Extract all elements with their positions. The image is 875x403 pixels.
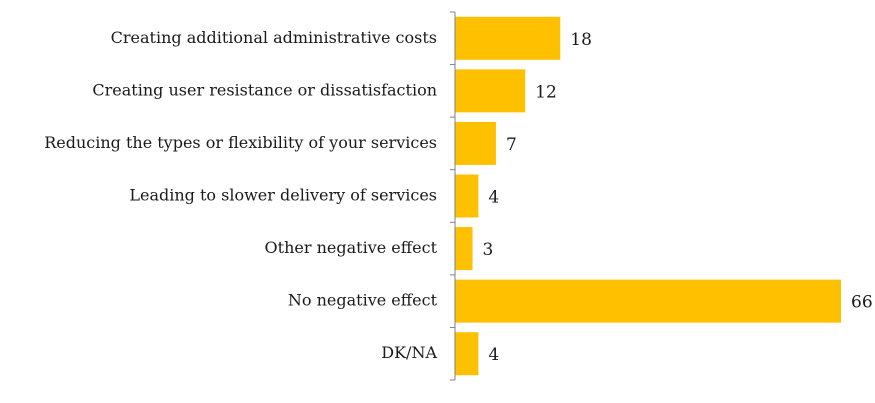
category-label: Leading to slower delivery of services [129,186,437,205]
value-label: 12 [535,82,557,102]
bar-no-negative-effect [455,279,841,323]
value-label: 18 [570,30,592,50]
bar-creating-user-resistance-or-dissatisfaction [455,69,526,113]
category-labels-group: Creating additional administrative costs… [44,28,437,362]
axis-group [450,11,456,381]
value-label: 7 [506,135,517,155]
value-label: 4 [488,345,499,365]
bar-other-negative-effect [455,227,473,271]
value-label: 66 [851,293,873,313]
bar-creating-additional-administrative-costs [455,16,561,60]
value-labels-group: 18 12 7 4 3 66 4 [483,30,873,365]
bar-reducing-the-types-or-flexibility-of-your-services [455,121,496,165]
category-label: Creating additional administrative costs [111,28,437,47]
value-label: 3 [483,240,494,260]
bar-leading-to-slower-delivery-of-services [455,174,479,218]
category-label: Other negative effect [265,238,438,257]
category-label: Creating user resistance or dissatisfact… [92,80,437,99]
value-label: 4 [488,188,499,208]
bars-group [455,16,841,376]
category-label: DK/NA [381,343,437,362]
category-label: Reducing the types or flexibility of you… [44,133,437,152]
bar-dk-na [455,332,479,376]
category-label: No negative effect [288,291,438,310]
